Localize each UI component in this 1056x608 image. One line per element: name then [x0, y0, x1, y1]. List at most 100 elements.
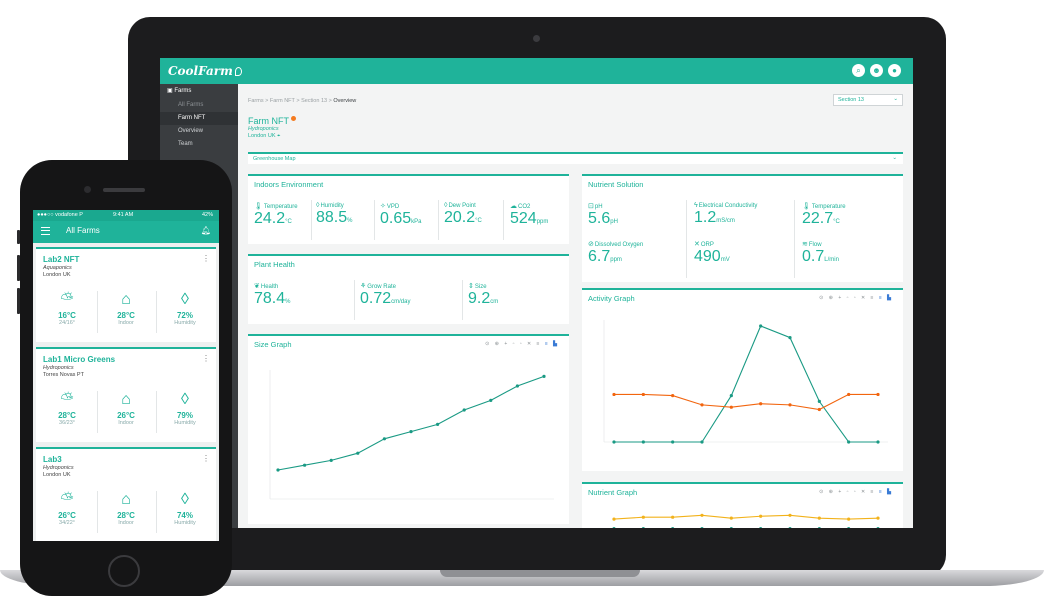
divider [462, 280, 463, 320]
vpd-icon: ✧ [380, 203, 386, 210]
nutrient-series-2-point[interactable] [788, 527, 792, 528]
sidebar-item-farm-nft[interactable]: Farm NFT [160, 112, 238, 125]
activity-series-2-point[interactable] [612, 392, 616, 397]
size-graph-card: Size Graph ⊙ ⊕ + ▫ ▫ ✕ ≡ ≡ ▙ [248, 334, 569, 524]
brand-logo[interactable]: CoolFarm [168, 64, 242, 78]
activity-series-2-point[interactable] [759, 402, 763, 406]
activity-series-2-point[interactable] [700, 403, 704, 407]
phone-home-button[interactable] [108, 555, 140, 587]
main-content: Farms > Farm NFT > Section 13 > Overview… [238, 84, 913, 528]
size-series-point[interactable] [515, 384, 519, 388]
farm-card[interactable]: Lab3 Hydroponics London UK ⋮ ⛅︎ 26°C 34/22… [36, 447, 216, 541]
activity-series-1-point[interactable] [729, 394, 733, 398]
size-series-point[interactable] [329, 458, 333, 462]
activity-series-2-point[interactable] [876, 392, 880, 397]
size-series-point[interactable] [462, 408, 466, 412]
size-series-point[interactable] [436, 422, 440, 426]
divider [438, 200, 439, 240]
carrier: ●●●○○ vodafone P [37, 212, 83, 218]
alert-badge [291, 116, 297, 121]
activity-series-2-point[interactable] [847, 392, 851, 397]
nutrient-series-1-point[interactable] [788, 513, 792, 517]
farm-card[interactable]: Lab1 Micro Greens Hydroponics Torres Nov… [36, 347, 216, 442]
oxygen-icon: ⊘ [588, 241, 594, 248]
card-title: Indoors Environment [254, 180, 324, 189]
activity-series-2-point[interactable] [671, 394, 675, 398]
size-series-point[interactable] [356, 451, 360, 455]
metric-dissolved-oxygen: ⊘Dissolved Oxygen 6.7ppm [588, 241, 644, 265]
sidebar-item-farms[interactable]: ▣ Farms [167, 88, 192, 94]
chart-toolbar[interactable]: ⊙ ⊕ + ▫ ▫ ✕ ≡ ≡ ▙ [485, 341, 559, 347]
avatar[interactable]: ☻ [870, 64, 883, 77]
farm-card[interactable]: Lab2 NFT Aquaponics London UK ⋮ ⛅︎ 16°C 24… [36, 247, 216, 342]
search-icon[interactable]: ⌕ [852, 64, 865, 77]
divider [156, 491, 157, 533]
nutrient-series-2-point[interactable] [671, 527, 675, 528]
nutrient-series-1-point[interactable] [817, 516, 821, 520]
bell-icon[interactable]: 🔔︎ [200, 226, 211, 235]
nutrient-chart-svg [612, 513, 880, 528]
activity-series-1-point[interactable] [876, 440, 880, 444]
size-series-point[interactable] [303, 463, 307, 467]
activity-series-1-point[interactable] [847, 440, 851, 444]
nutrient-series-2-point[interactable] [876, 527, 880, 528]
activity-series-2-point[interactable] [788, 403, 792, 407]
nutrient-series-1-point[interactable] [729, 516, 733, 520]
size-series-point[interactable] [409, 430, 413, 434]
sidebar-item-overview[interactable]: Overview [178, 128, 204, 134]
activity-series-1-point[interactable] [671, 440, 675, 444]
sidebar-item-all-farms[interactable]: All Farms [178, 102, 204, 108]
divider [156, 391, 157, 433]
nutrient-series-2-point[interactable] [612, 527, 616, 528]
activity-series-1-point[interactable] [788, 336, 792, 340]
activity-series-2-point[interactable] [729, 405, 733, 409]
more-vertical-icon[interactable]: ⋮ [202, 254, 210, 263]
nutrient-series-1-point[interactable] [876, 516, 880, 520]
section-select[interactable]: Section 13 ⌄ [833, 94, 903, 106]
size-series-point[interactable] [276, 468, 280, 472]
nutrient-series-1-point[interactable] [759, 514, 763, 518]
activity-series-2-point[interactable] [641, 392, 645, 397]
farm-location: London UK [43, 272, 71, 278]
metric-ph: ⊡pH 5.6pH [588, 203, 618, 227]
divider [794, 200, 795, 278]
more-vertical-icon[interactable]: ⋮ [202, 454, 210, 463]
nutrient-series-1-point[interactable] [847, 517, 851, 521]
nutrient-series-1-point[interactable] [612, 517, 616, 521]
size-series-point[interactable] [382, 437, 386, 441]
farm-name: Lab3 [43, 455, 62, 464]
nutrient-series-2-point[interactable] [641, 527, 645, 528]
activity-series-1-point[interactable] [759, 324, 763, 328]
chevron-down-icon: ⌄ [893, 96, 898, 102]
droplet-icon: ◊ [181, 391, 189, 408]
partly-sunny-icon: ⛅︎ [60, 391, 74, 408]
activity-series-1-point[interactable] [817, 399, 821, 403]
notification-icon[interactable]: ● [888, 64, 901, 77]
hamburger-menu-icon[interactable] [41, 227, 50, 235]
chart-toolbar[interactable]: ⊙ ⊕ + ▫ ▫ ✕ ≡ ≡ ▙ [819, 295, 893, 301]
sidebar-item-team[interactable]: Team [178, 141, 193, 147]
nutrient-series-1-point[interactable] [641, 515, 645, 519]
nutrient-series-2-point[interactable] [700, 527, 704, 528]
nutrient-series-2-point[interactable] [759, 527, 763, 528]
flow-icon: ≋ [802, 241, 808, 248]
nutrient-series-2-point[interactable] [817, 527, 821, 528]
activity-series-1-point[interactable] [612, 440, 616, 444]
divider [97, 291, 98, 333]
nutrient-solution-card: Nutrient Solution ⊡pH 5.6pH ϟElectrical … [582, 174, 903, 282]
chart-toolbar[interactable]: ⊙ ⊕ + ▫ ▫ ✕ ≡ ≡ ▙ [819, 489, 893, 495]
size-series-point[interactable] [542, 374, 546, 378]
nutrient-series-2-point[interactable] [847, 527, 851, 528]
activity-series-2-point[interactable] [817, 407, 821, 412]
activity-series-1-point[interactable] [700, 440, 704, 444]
nutrient-series-2-point[interactable] [729, 527, 733, 528]
greenhouse-thermometer-icon: ⌂ [121, 291, 131, 308]
activity-series-1-point[interactable] [641, 440, 645, 444]
greenhouse-map-toggle[interactable]: Greenhouse Map ⌄ [248, 152, 903, 164]
weather-stat: ⛅︎ 16°C 24/16° [38, 291, 96, 326]
nutrient-series-1-point[interactable] [671, 515, 675, 519]
nutrient-series-1-point[interactable] [700, 513, 704, 517]
more-vertical-icon[interactable]: ⋮ [202, 354, 210, 363]
size-series-line [277, 375, 545, 471]
size-series-point[interactable] [489, 398, 493, 402]
